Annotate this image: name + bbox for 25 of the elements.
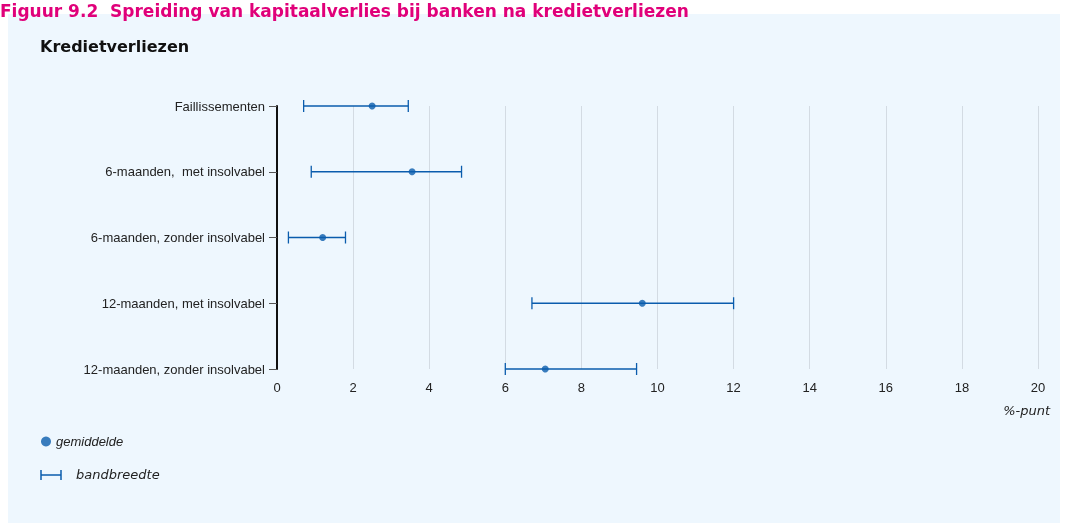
x-axis-title: %-punt [1003,403,1051,418]
y-tick-label: 12-maanden, met insolvabel [101,295,266,311]
x-tick-label: 16 [878,380,894,395]
x-tick-label: 12 [726,380,741,395]
x-tick-label: 20 [1030,380,1046,395]
x-tick-label: 10 [650,380,665,395]
y-tick-label: 6-maanden, zonder insolvabel [90,230,266,245]
text: bandbreedte [76,467,160,482]
x-tick-label: 14 [802,380,817,395]
legend-label: gemiddelde [56,434,124,449]
x-tick-label: 18 [954,380,970,395]
point [319,234,327,241]
x-tick-label: 8 [577,380,586,395]
point [638,299,646,307]
x-tick-label: 6 [501,380,509,395]
y-tick-label: 12-maanden, zonder insolvabel [83,361,266,377]
point [408,168,416,176]
text: Kredietverliezen [40,36,190,56]
chart-title: Figuur 9.2 Spreiding van kapitaalverlies bij banken na kredietverliezen [0,0,689,21]
x-tick-label: 0 [273,380,281,395]
x-tick-label: 4 [425,380,433,395]
x-tick-label: 2 [349,380,357,395]
point [541,365,549,373]
y-tick-label: Faillissementen [174,98,265,114]
y-tick-label: 6-maanden, met insolvabel [105,164,266,180]
